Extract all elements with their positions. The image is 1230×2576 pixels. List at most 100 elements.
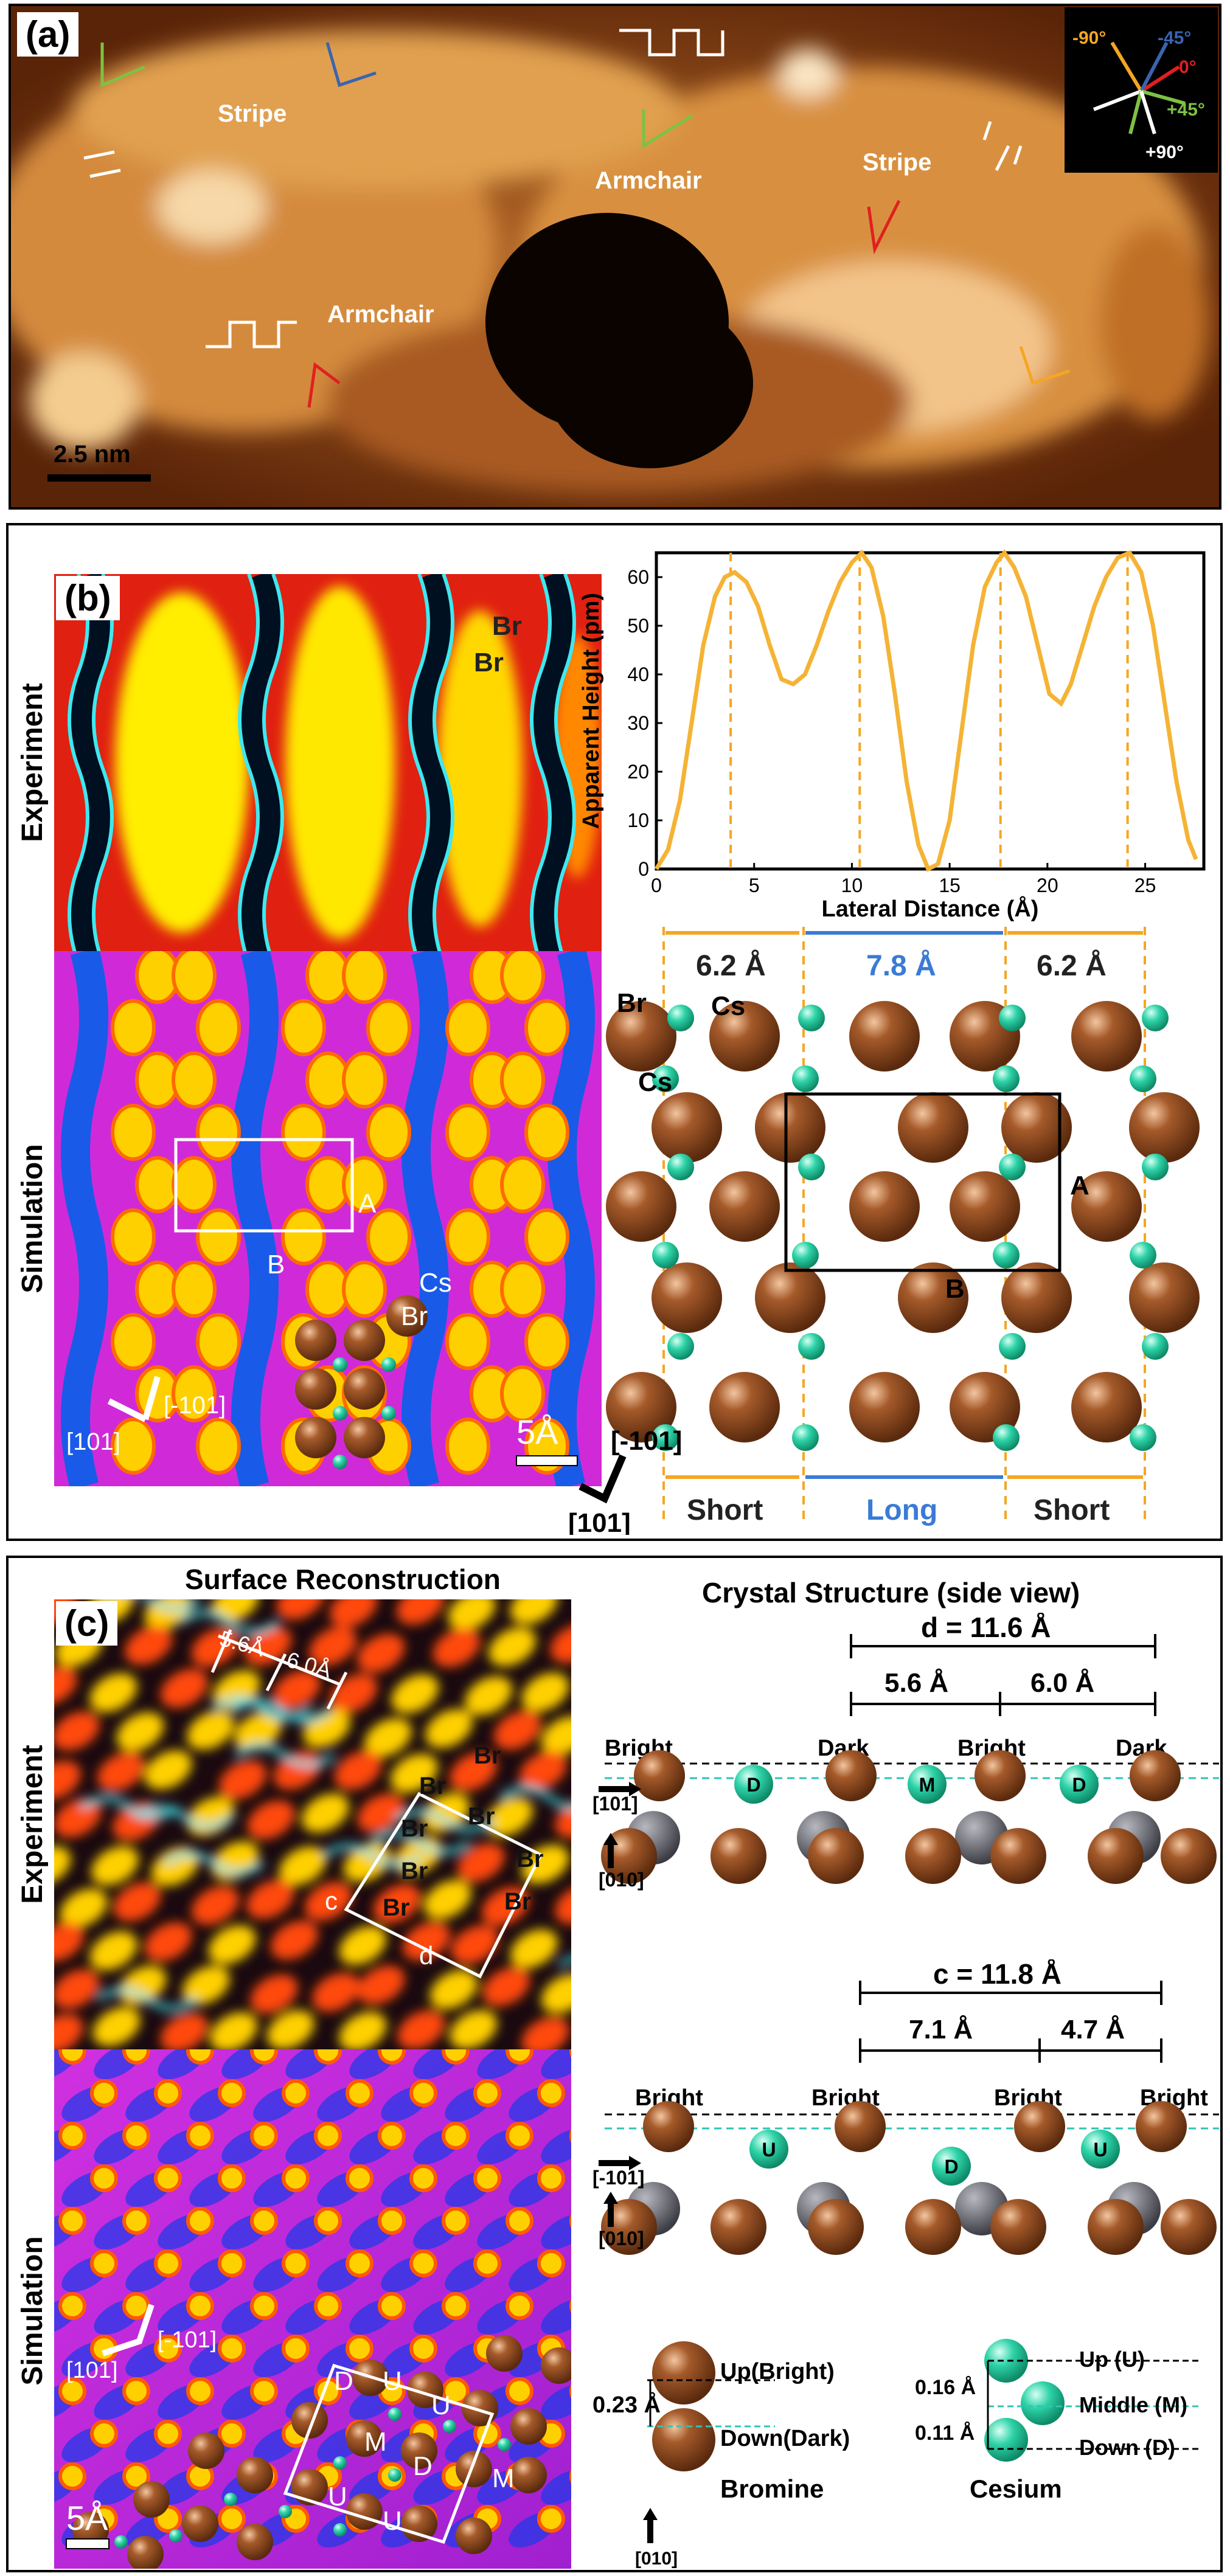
model-br-label: Br [617, 988, 647, 1018]
exp-br-3: Br [468, 1803, 495, 1830]
br-atom-bottom [711, 2199, 766, 2255]
br-atom [1001, 1092, 1072, 1163]
y-axis-label: Apparent Height (pm) [579, 593, 604, 829]
x-tick-label: 20 [1037, 874, 1058, 896]
exp-c-blob [182, 1965, 230, 2005]
exp-c-blob [450, 2010, 498, 2049]
exp-c-blob [339, 2012, 387, 2049]
sim-b-spot [196, 999, 241, 1056]
exp-c-blob [448, 1599, 496, 1630]
exp-c-edge [212, 1697, 313, 1720]
cs-atom [1142, 1154, 1169, 1180]
cs-atom [792, 1242, 819, 1269]
sim-c-scalebar-label: 5Å [66, 2499, 108, 2537]
stripe-lines-right [982, 121, 1023, 171]
sim-c-spot [282, 2079, 310, 2107]
exp-c-blob [550, 1624, 571, 1663]
sim-c-spot [537, 2505, 565, 2533]
exp-c-blob [276, 1599, 324, 1620]
exp-c-blob [339, 1926, 387, 1965]
br-atom-top [1136, 2101, 1187, 2152]
sim-c-spot [442, 2292, 470, 2320]
sim-c-br-atom [237, 2524, 273, 2560]
cs-atom-label: D [1072, 1774, 1086, 1796]
c-row-label-experiment: Experiment [16, 1745, 49, 1903]
exp-unit-cell [344, 1792, 543, 1979]
exp-c-blob [244, 1626, 292, 1666]
label-stripe-right: Stripe [863, 149, 931, 176]
br-atom-bottom [601, 2199, 657, 2255]
sim-c-trough [541, 2128, 571, 2165]
sim-c-br-atom [346, 2493, 383, 2530]
sim-b-spot [172, 1365, 217, 1422]
exp-c-blob [54, 1711, 100, 1751]
model-cs-label-2: Cs [638, 1067, 672, 1097]
chart-frame [655, 551, 1206, 871]
exp-c-blob [541, 1716, 571, 1756]
sim-b-spot [172, 951, 217, 1004]
scalebar [47, 474, 151, 482]
exp-c-blob [403, 1922, 450, 1961]
exp-c-blob [510, 1929, 558, 1968]
panel-a: (a) Stripe Stripe Armchair Armchair 2.5 … [0, 4, 1221, 510]
sim-b-spot [172, 1261, 217, 1318]
legend-m45: -45° [1158, 28, 1191, 48]
exp-c-blob [304, 1882, 352, 1921]
legend-0: 0° [1179, 57, 1197, 77]
exp-c-blob [54, 2014, 83, 2049]
exp-c-blob [54, 1666, 77, 1705]
exp-c-blob [425, 1709, 473, 1748]
sim-b-spot [111, 1104, 156, 1161]
row-label-simulation: Simulation [16, 1144, 49, 1293]
exp-c-blob [187, 1711, 235, 1750]
sim-dir-m101: [-101] [164, 1392, 226, 1419]
short-label-2: Short [1034, 1494, 1110, 1526]
legend-height: 0.23 Å [592, 2391, 661, 2418]
legend-h1: 0.16 Å [915, 2376, 976, 2399]
sim-b-spot [196, 1313, 241, 1370]
sim-b-spot [524, 1313, 569, 1370]
sim-b-spot [196, 1104, 241, 1161]
sim-c-spot [122, 2462, 150, 2490]
sim-c-spot [58, 2462, 86, 2490]
sim-b-spot [281, 1208, 326, 1265]
br-atom [1129, 1092, 1200, 1163]
sim-c-br-atom [541, 2347, 571, 2384]
sim-c-cs-atom [333, 2456, 347, 2470]
cs-atom [993, 1424, 1020, 1451]
exp-c-label: c [325, 1886, 338, 1915]
br-atom-bottom [808, 2199, 864, 2255]
sim-b-spot [111, 1313, 156, 1370]
sim-b-spot [445, 1418, 490, 1475]
sim-c-spot [346, 2335, 374, 2363]
sim-b-spot [342, 1156, 387, 1213]
br-atom-bottom [1088, 1828, 1144, 1884]
sim-c-spot [378, 2049, 406, 2065]
sim-b-spot [500, 1051, 545, 1109]
green-arrow-2 [642, 109, 693, 149]
exp-br-label-1: Br [492, 611, 522, 641]
exp-c-blob [89, 1673, 137, 1712]
exp-c-blob [510, 1599, 558, 1624]
label-armchair-bottom: Armchair [327, 301, 434, 328]
exp-c-blob [160, 1669, 208, 1708]
exp-c-blob [250, 1974, 298, 2014]
panel-b: Br Br (b) A B Cs Br [6, 523, 1223, 1541]
sim-c-spot [409, 2335, 437, 2363]
legend-cs-mid: Middle (M) [1079, 2392, 1187, 2417]
exp-c-blob [541, 1974, 571, 2013]
sim-c-cs-atom [279, 2505, 292, 2518]
exp-c-blob [234, 1712, 282, 1751]
y-tick-label: 50 [627, 615, 649, 637]
sim-c-scalebar [66, 2538, 109, 2549]
exp-c-blob [246, 1880, 294, 1919]
sim-c-spot [58, 2377, 86, 2405]
exp-br-1: Br [474, 1742, 501, 1769]
spacing-label-2: 7.8 Å [866, 949, 936, 982]
sim-c-spot [314, 2049, 342, 2065]
br-atom [849, 1171, 920, 1242]
y-tick-label: 0 [638, 858, 649, 880]
cs-atom [652, 1424, 679, 1451]
legend-cs-down: Down (D) [1079, 2435, 1175, 2460]
cs-atom [1142, 1005, 1169, 1031]
